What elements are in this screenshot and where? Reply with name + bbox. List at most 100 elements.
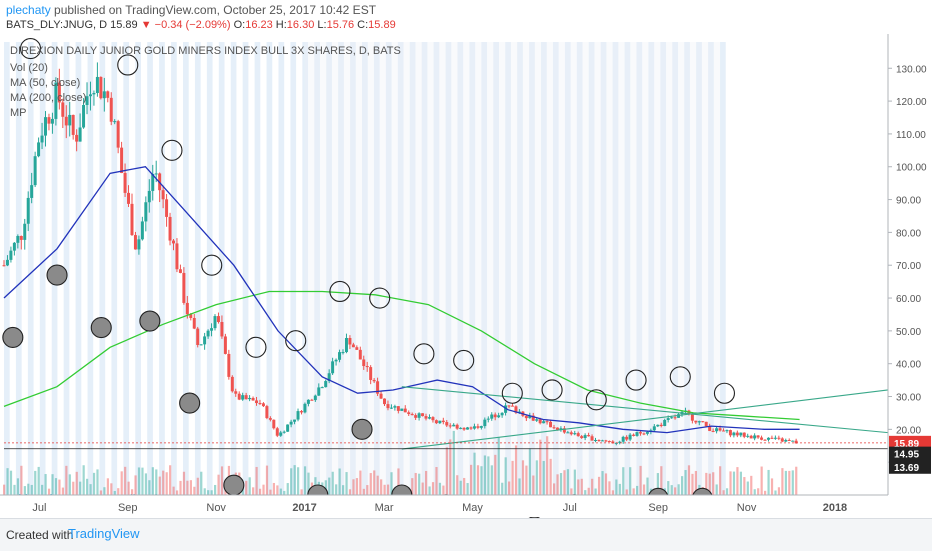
volume-bar bbox=[30, 484, 33, 495]
candle-body bbox=[348, 337, 352, 345]
volume-bar bbox=[473, 452, 476, 495]
session-band bbox=[159, 42, 165, 495]
candle-body bbox=[358, 349, 362, 360]
author-link[interactable]: plechaty bbox=[6, 3, 51, 17]
marker-open bbox=[413, 343, 435, 365]
volume-bar bbox=[580, 478, 583, 495]
volume-bar bbox=[61, 487, 65, 495]
candle-body bbox=[659, 424, 663, 427]
volume-bar bbox=[23, 486, 26, 495]
candle-body bbox=[739, 432, 743, 436]
volume-bar bbox=[252, 487, 255, 495]
price-label-box bbox=[889, 435, 931, 450]
price-tick-label: 40.00 bbox=[896, 360, 921, 371]
volume-bar bbox=[169, 465, 172, 495]
price-chart[interactable]: More features on tradingview.com130.0012… bbox=[0, 34, 932, 518]
candle-body bbox=[704, 421, 708, 427]
candle-body bbox=[697, 421, 701, 423]
candle-body bbox=[386, 404, 390, 409]
candle-body bbox=[334, 359, 338, 362]
symbol-label: BATS_DLY:JNUG, D bbox=[6, 19, 108, 31]
candle-body bbox=[88, 94, 92, 97]
marker-open bbox=[669, 366, 691, 388]
time-tick-label: May bbox=[462, 502, 483, 514]
marker-filled bbox=[2, 326, 24, 348]
marker-filled bbox=[90, 317, 112, 339]
volume-bar bbox=[445, 447, 448, 495]
candle-body bbox=[535, 419, 539, 421]
volume-bar bbox=[483, 455, 487, 495]
volume-bar bbox=[106, 478, 109, 495]
volume-bar bbox=[300, 489, 303, 495]
candle-body bbox=[670, 417, 674, 419]
candle-body bbox=[216, 316, 220, 323]
volume-bar bbox=[151, 467, 154, 495]
marker-open bbox=[245, 336, 267, 358]
volume-bar bbox=[532, 475, 535, 495]
candle-body bbox=[154, 173, 158, 175]
session-band bbox=[385, 42, 392, 495]
volume-bar bbox=[660, 466, 663, 495]
candle-body bbox=[711, 430, 715, 432]
session-band bbox=[397, 42, 404, 495]
volume-bar bbox=[345, 472, 348, 495]
volume-bar bbox=[435, 467, 438, 495]
close-value: 15.89 bbox=[368, 19, 396, 31]
marker-open bbox=[201, 254, 223, 276]
candle-body bbox=[203, 336, 207, 345]
candle-body bbox=[9, 250, 13, 260]
highlight-band bbox=[304, 42, 721, 495]
volume-bar bbox=[476, 465, 480, 495]
session-band bbox=[672, 42, 679, 495]
trend-line bbox=[401, 386, 889, 434]
session-band bbox=[87, 42, 94, 495]
time-tick-label: 2017 bbox=[292, 502, 316, 514]
candle-body bbox=[286, 424, 290, 432]
candle-body bbox=[538, 419, 542, 424]
marker-open bbox=[541, 379, 563, 401]
price-tick-label: 50.00 bbox=[896, 327, 921, 338]
candle-body bbox=[787, 440, 791, 442]
candle-body bbox=[580, 436, 584, 439]
candle-body bbox=[770, 437, 774, 439]
session-band bbox=[588, 42, 595, 495]
legend: DIREXION DAILY JUNIOR GOLD MINERS INDEX … bbox=[10, 45, 401, 119]
tradingview-logo[interactable]: TradingView bbox=[68, 526, 140, 541]
candle-body bbox=[182, 272, 186, 303]
volume-bar bbox=[584, 490, 587, 495]
volume-bar bbox=[573, 469, 576, 495]
candle-body bbox=[721, 430, 725, 432]
volume-bar bbox=[307, 472, 310, 495]
session-band bbox=[552, 42, 559, 495]
session-band bbox=[4, 42, 10, 495]
volume-bar bbox=[283, 490, 286, 495]
volume-bar bbox=[729, 471, 732, 495]
candle-body bbox=[448, 425, 452, 427]
volume-bar bbox=[629, 467, 632, 495]
candle-body bbox=[725, 430, 729, 432]
candle-body bbox=[396, 406, 400, 411]
candle-body bbox=[365, 366, 369, 368]
candle-body bbox=[220, 322, 224, 337]
candle-body bbox=[261, 403, 265, 407]
candle-body bbox=[279, 432, 283, 436]
volume-bar bbox=[784, 470, 787, 495]
session-band bbox=[111, 42, 118, 495]
volume-bar bbox=[677, 484, 680, 495]
candle-body bbox=[248, 397, 252, 400]
volume-bar bbox=[82, 465, 85, 495]
candle-body bbox=[524, 415, 528, 419]
candle-body bbox=[673, 417, 677, 419]
session-band bbox=[409, 42, 416, 495]
volume-bar bbox=[757, 488, 760, 495]
volume-bar bbox=[86, 478, 89, 495]
volume-bar bbox=[591, 478, 594, 495]
volume-bar bbox=[248, 477, 251, 495]
volume-bar bbox=[341, 485, 345, 495]
candle-body bbox=[244, 395, 248, 400]
candle-body bbox=[147, 190, 151, 203]
session-band bbox=[266, 42, 273, 495]
candle-body bbox=[379, 393, 383, 399]
volume-bar bbox=[155, 469, 158, 495]
volume-bar bbox=[279, 488, 282, 495]
